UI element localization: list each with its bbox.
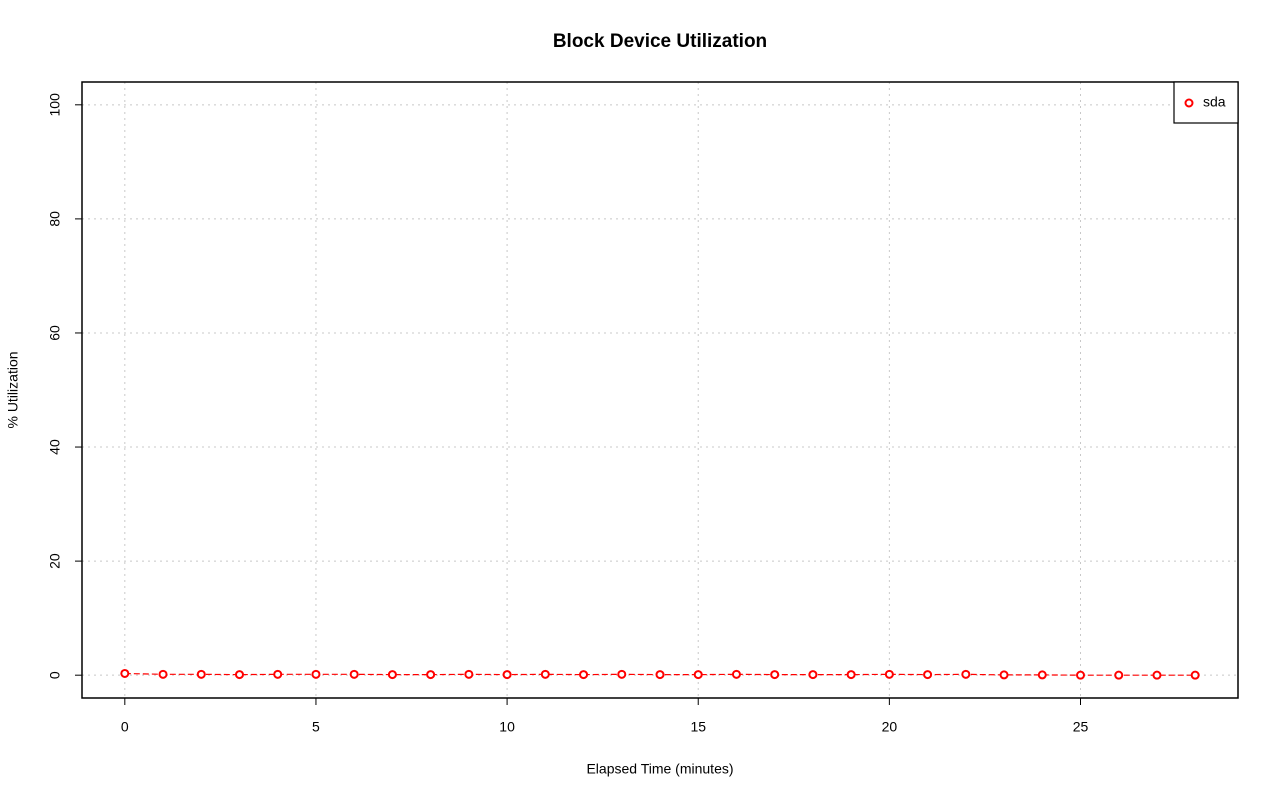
data-point (1037, 670, 1047, 680)
x-tick-label: 5 (312, 719, 320, 735)
data-point (846, 670, 856, 680)
y-tick-label: 40 (47, 439, 63, 455)
data-point (731, 669, 741, 679)
data-point (884, 669, 894, 679)
data-point (120, 668, 130, 678)
legend-marker (1184, 98, 1194, 108)
data-point (273, 669, 283, 679)
x-axis-label: Elapsed Time (minutes) (586, 761, 733, 777)
x-tick-label: 25 (1073, 719, 1089, 735)
data-point (158, 669, 168, 679)
y-tick-label: 20 (47, 553, 63, 569)
data-point (961, 669, 971, 679)
data-point (540, 669, 550, 679)
data-point (311, 669, 321, 679)
data-point (196, 669, 206, 679)
data-point (808, 670, 818, 680)
data-point (1076, 670, 1086, 680)
y-tick-label: 60 (47, 325, 63, 341)
data-point (387, 670, 397, 680)
data-point (923, 670, 933, 680)
data-point (693, 670, 703, 680)
data-point (1114, 670, 1124, 680)
data-point (426, 670, 436, 680)
x-tick-label: 15 (690, 719, 706, 735)
data-point (655, 670, 665, 680)
data-point (349, 669, 359, 679)
plot-frame (81, 81, 1239, 699)
x-tick-label: 0 (121, 719, 129, 735)
y-tick-label: 80 (47, 211, 63, 227)
y-tick-label: 100 (47, 93, 63, 117)
data-point (770, 670, 780, 680)
data-point (502, 670, 512, 680)
x-tick-label: 10 (499, 719, 515, 735)
x-tick-label: 20 (882, 719, 898, 735)
data-point (617, 669, 627, 679)
y-axis-label: % Utilization (5, 351, 21, 428)
data-point (1152, 670, 1162, 680)
data-point (999, 670, 1009, 680)
legend-label: sda (1203, 94, 1226, 110)
data-point (1190, 670, 1200, 680)
data-point (579, 670, 589, 680)
chart-title: Block Device Utilization (553, 31, 767, 52)
data-point (234, 670, 244, 680)
y-tick-label: 0 (47, 671, 63, 679)
data-point (464, 669, 474, 679)
